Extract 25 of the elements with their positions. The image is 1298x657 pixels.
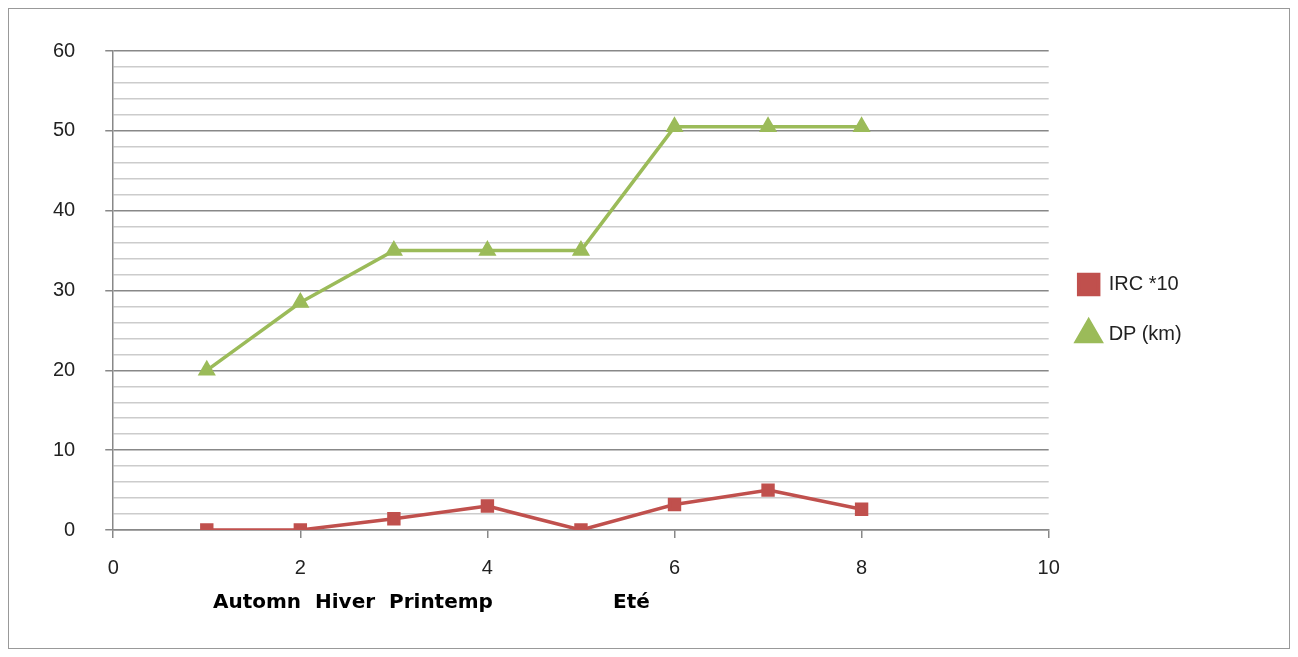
point	[573, 241, 589, 256]
point	[853, 118, 870, 133]
x-tick-label: 10	[1037, 555, 1060, 578]
y-tick-label: 20	[53, 357, 76, 380]
point	[666, 118, 683, 133]
x-tick-label: 0	[107, 555, 119, 578]
point	[386, 241, 402, 256]
y-tick-label: 50	[53, 118, 76, 141]
y-tick-label: 10	[53, 437, 76, 460]
point	[292, 293, 309, 308]
point	[197, 359, 216, 376]
x-tick-label: 8	[856, 555, 868, 578]
y-tick-label: 30	[53, 278, 76, 301]
text: Eté	[613, 589, 650, 613]
y-tick-label: 0	[64, 517, 76, 540]
y-tick-label: 40	[53, 198, 76, 221]
x-tick-label: 2	[294, 555, 306, 578]
legend-label: IRC *10	[1108, 272, 1179, 295]
point	[760, 118, 776, 133]
y-tick-label: 60	[53, 38, 76, 61]
x-tick-label: 4	[481, 555, 493, 578]
legend-label: DP (km)	[1108, 322, 1182, 345]
point	[479, 241, 496, 256]
text: Automn Hiver Printemp	[213, 589, 493, 613]
x-tick-label: 6	[668, 555, 681, 578]
